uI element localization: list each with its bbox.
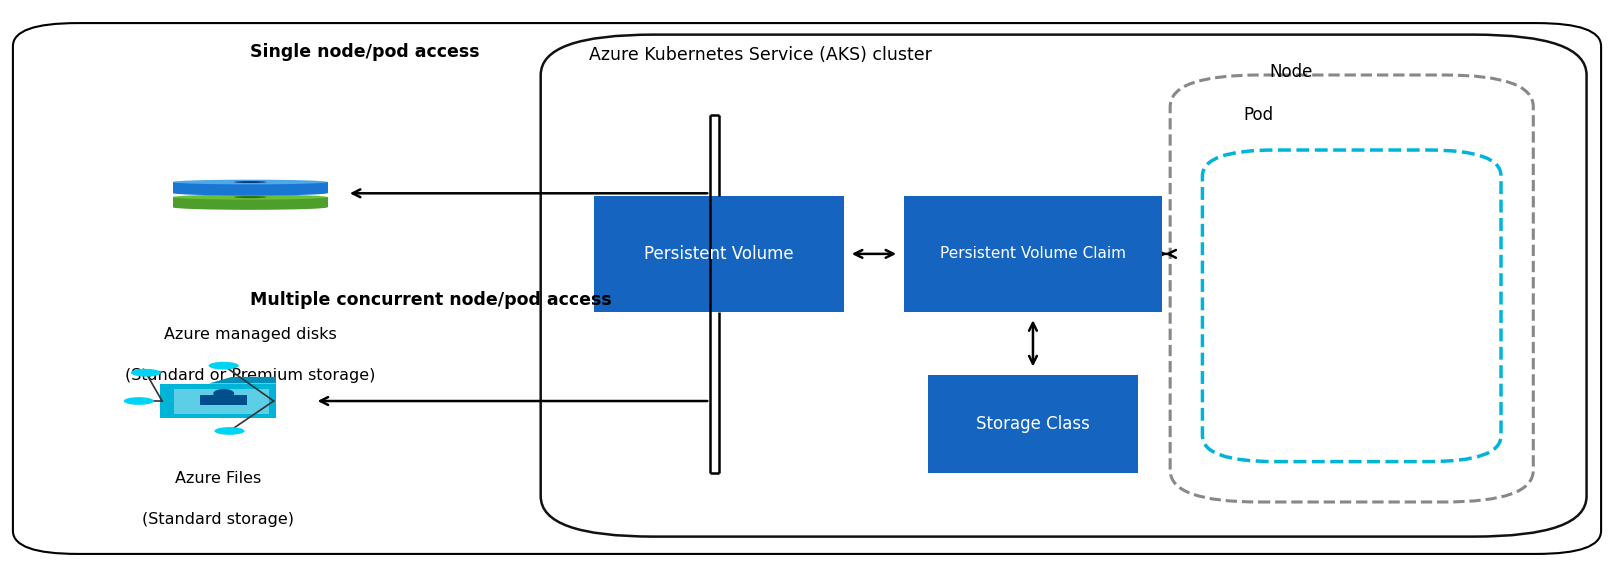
Text: Azure Files: Azure Files bbox=[174, 471, 261, 486]
Ellipse shape bbox=[234, 196, 266, 198]
Ellipse shape bbox=[213, 389, 234, 398]
Ellipse shape bbox=[131, 369, 161, 377]
Ellipse shape bbox=[173, 191, 328, 196]
Text: Single node/pod access: Single node/pod access bbox=[250, 43, 479, 61]
Polygon shape bbox=[173, 197, 328, 207]
Ellipse shape bbox=[215, 427, 245, 435]
Text: Multiple concurrent node/pod access: Multiple concurrent node/pod access bbox=[250, 291, 612, 309]
Text: Azure managed disks: Azure managed disks bbox=[163, 327, 337, 342]
Polygon shape bbox=[160, 377, 276, 384]
FancyBboxPatch shape bbox=[13, 23, 1601, 554]
Text: Storage Class: Storage Class bbox=[976, 415, 1089, 433]
Polygon shape bbox=[928, 375, 1138, 473]
Text: Persistent Volume Claim: Persistent Volume Claim bbox=[939, 246, 1127, 261]
Text: Azure Kubernetes Service (AKS) cluster: Azure Kubernetes Service (AKS) cluster bbox=[589, 46, 931, 64]
Ellipse shape bbox=[173, 179, 328, 185]
Polygon shape bbox=[160, 384, 276, 418]
Ellipse shape bbox=[234, 181, 266, 183]
Ellipse shape bbox=[173, 194, 328, 200]
Ellipse shape bbox=[173, 205, 328, 210]
Polygon shape bbox=[594, 196, 844, 312]
Polygon shape bbox=[174, 388, 270, 414]
Polygon shape bbox=[200, 395, 247, 405]
Ellipse shape bbox=[124, 397, 153, 405]
Text: Persistent Volume: Persistent Volume bbox=[644, 245, 794, 263]
Ellipse shape bbox=[208, 362, 239, 369]
Text: Node: Node bbox=[1270, 63, 1312, 81]
Text: (Standard or Premium storage): (Standard or Premium storage) bbox=[124, 368, 376, 383]
Polygon shape bbox=[173, 182, 328, 193]
Text: (Standard storage): (Standard storage) bbox=[142, 512, 294, 527]
FancyBboxPatch shape bbox=[541, 35, 1587, 537]
Polygon shape bbox=[904, 196, 1162, 312]
Text: Pod: Pod bbox=[1244, 106, 1273, 125]
